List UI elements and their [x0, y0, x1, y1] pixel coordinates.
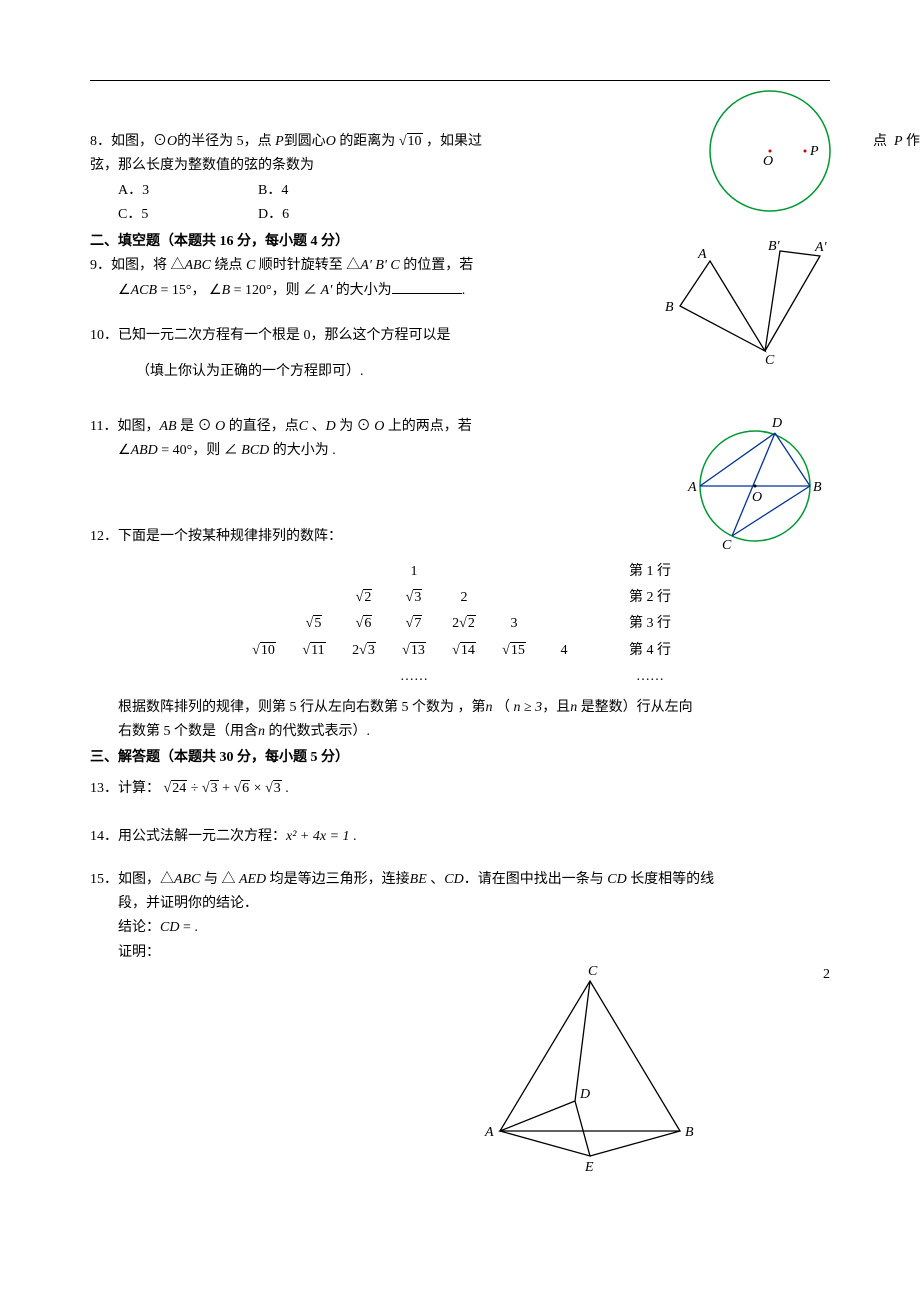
- svg-text:A: A: [697, 247, 707, 262]
- section-3-heading: 三、解答题（本题共 30 分，每小题 5 分）: [90, 747, 830, 769]
- svg-text:B: B: [813, 480, 822, 495]
- q15-line1: 15．如图，△ABC 与 △ AED 均是等边三角形，连接BE 、CD．请在图中…: [90, 869, 830, 891]
- svg-text:D: D: [579, 1087, 590, 1102]
- q13: 13．计算： √24 ÷ √3 + √6 × √3 .: [90, 778, 830, 800]
- fig-q15-triangles: A B C D E: [460, 961, 720, 1179]
- q8: 8．如图，⊙O的半径为 5，点 P到圆心O 的距离为 √10 ，如果过 点 P …: [90, 131, 830, 153]
- q11-line1: 11．如图，AB 是 ⊙ O 的直径，点C 、D 为 ⊙ O 上的两点，若: [90, 416, 570, 438]
- q15-line3: 结论：CD = .: [90, 917, 830, 939]
- fig-q8-circle: O P: [690, 81, 860, 239]
- svg-text:A: A: [484, 1125, 494, 1140]
- q12-array: 1 第 1 行 √2 √3 2 第 2 行 √5 √6 √7 2√2 3 第 3…: [90, 559, 830, 691]
- q15-line2: 段，并证明你的结论．: [90, 893, 830, 915]
- q14: 14．用公式法解一元二次方程：x² + 4x = 1 .: [90, 826, 830, 848]
- svg-text:A': A': [814, 240, 828, 255]
- q9-line1: 9．如图，将 △ABC 绕点 C 顺时针旋转至 △A' B' C 的位置，若: [90, 255, 590, 277]
- svg-text:B: B: [665, 300, 674, 315]
- svg-text:O: O: [752, 490, 762, 505]
- svg-text:C: C: [722, 538, 732, 553]
- q12-tail1: 根据数阵排列的规律，则第 5 行从左向右数第 5 个数为 ，第n （ n ≥ 3…: [90, 697, 830, 719]
- fig-q9-triangles: A B C A' B': [650, 236, 850, 374]
- label-O: O: [763, 154, 773, 169]
- fig-q11-circle: A B C D O: [670, 411, 840, 569]
- svg-text:E: E: [584, 1160, 594, 1171]
- svg-text:B': B': [768, 239, 781, 254]
- svg-text:B: B: [685, 1125, 694, 1140]
- q12-tail2: 右数第 5 个数是（用含n 的代数式表示）.: [90, 721, 830, 743]
- svg-text:C: C: [765, 353, 775, 366]
- page-number: 2: [823, 964, 830, 986]
- svg-text:D: D: [771, 416, 782, 431]
- svg-text:A: A: [687, 480, 697, 495]
- q10-line1: 10．已知一元二次方程有一个根是 0，那么这个方程可以是: [90, 325, 570, 347]
- svg-text:C: C: [588, 964, 598, 979]
